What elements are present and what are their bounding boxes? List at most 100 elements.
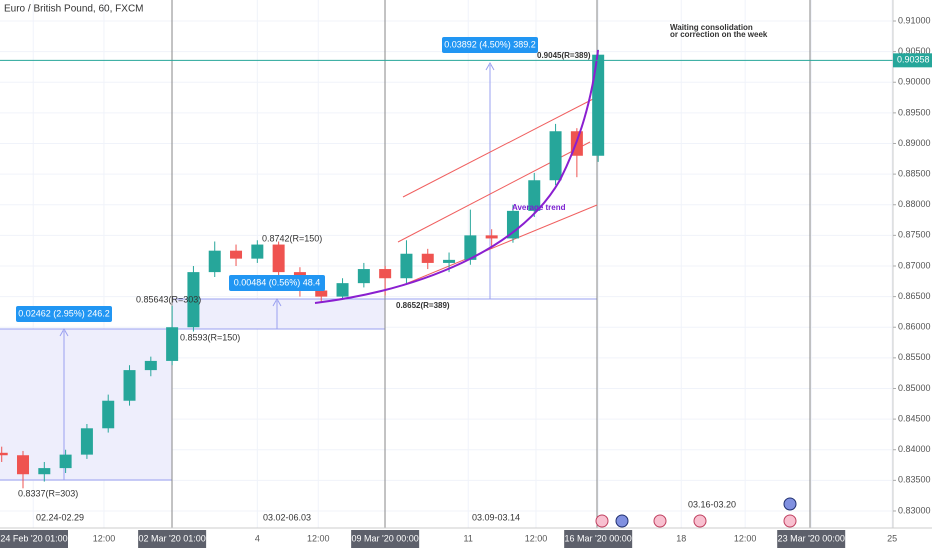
event-icon [653, 514, 667, 528]
annotation: 0.8652(R=389) [396, 301, 450, 310]
event-icons [595, 497, 797, 528]
candle-body [485, 235, 498, 239]
y-tick-label: 0.83500 [898, 475, 931, 485]
range-zone [0, 329, 172, 480]
candle-body [592, 54, 605, 156]
annotation: 0.8593(R=150) [180, 332, 240, 342]
x-tick-label: 09 Mar '20 00:00 [352, 533, 419, 543]
y-tick-label: 0.87500 [898, 230, 931, 240]
event-icon [693, 514, 707, 528]
price-label: 0.90358 [897, 55, 930, 65]
week-label: 03.02-06.03 [263, 512, 311, 522]
channel-line [402, 96, 598, 198]
candle-body [38, 468, 51, 475]
annotation: 0.9045(R=389) [537, 51, 591, 60]
event-icon [783, 497, 797, 511]
y-tick-label: 0.84500 [898, 413, 931, 423]
candle-body [208, 250, 221, 273]
candle-body [315, 290, 328, 297]
annotation: or correction on the week [670, 30, 768, 39]
y-tick-label: 0.88000 [898, 199, 931, 209]
x-tick-label: 18 [676, 533, 686, 543]
measure-box [16, 306, 112, 322]
x-tick-label: 12:00 [93, 533, 116, 543]
y-tick-label: 0.89500 [898, 107, 931, 117]
event-icon [783, 514, 797, 528]
candle-body [187, 272, 200, 328]
candle-body [528, 180, 541, 211]
y-tick-label: 0.85500 [898, 352, 931, 362]
range-zone [172, 299, 385, 329]
y-tick-label: 0.84000 [898, 444, 931, 454]
annotation: Average trend [512, 203, 566, 212]
x-tick-label: 12:00 [525, 533, 548, 543]
x-tick-box [777, 530, 846, 548]
channel-line [402, 204, 598, 286]
measure-label: 0.00484 (0.56%) 48.4 [234, 277, 321, 287]
y-tick-label: 0.89000 [898, 138, 931, 148]
candle-body [400, 253, 413, 279]
candle-body [80, 428, 93, 455]
candle-body [379, 269, 392, 279]
annotation: 0.8742(R=150) [262, 233, 322, 243]
x-tick-label: 24 Feb '20 01:00 [0, 533, 67, 543]
measure-label: 0.03892 (4.50%) 389.2 [444, 39, 536, 49]
candle-body [421, 253, 434, 263]
x-tick-label: 02 Mar '20 01:00 [138, 533, 205, 543]
candle-body [59, 454, 72, 469]
annotation: Waiting consolidation [670, 23, 753, 32]
chart-title: Euro / British Pound, 60, FXCM [4, 4, 144, 15]
arrow-head [272, 297, 282, 307]
arrow-head [485, 61, 495, 71]
candle-body [464, 235, 477, 260]
candle-body [336, 283, 349, 297]
week-label: 03.09-03.14 [472, 512, 520, 522]
candle-body [17, 455, 30, 475]
candle-body [166, 327, 179, 361]
y-tick-label: 0.86000 [898, 322, 931, 332]
candle-body [0, 452, 8, 456]
y-tick-label: 0.83000 [898, 505, 931, 515]
x-tick-label: 16 Mar '20 00:00 [565, 533, 632, 543]
axes: 0.83000 0.83500 0.84000 0.84500 0.85000 0.855… [0, 15, 932, 548]
annotation: 0.85643(R=303) [136, 294, 201, 304]
candle-body [443, 259, 456, 263]
measure-box [442, 37, 538, 53]
measure-box [229, 275, 325, 291]
candle-body [123, 370, 136, 401]
price-axis [893, 0, 932, 550]
x-tick-box [351, 530, 420, 548]
x-tick-label: 25 [887, 533, 897, 543]
trend-curve [314, 49, 599, 304]
candle-body [102, 400, 115, 429]
x-tick-label: 23 Mar '20 00:00 [778, 533, 845, 543]
x-tick-label: 12:00 [734, 533, 757, 543]
x-tick-label: 4 [255, 533, 260, 543]
x-tick-label: 12:00 [307, 533, 330, 543]
week-label: 03.16-03.20 [688, 499, 736, 509]
price-box [893, 53, 932, 68]
y-tick-label: 0.87000 [898, 260, 931, 270]
y-tick-label: 0.86500 [898, 291, 931, 301]
candle-body [549, 131, 562, 181]
overlays: 0.02462 (2.95%) 246.2 0.00484 (0.56%) 48.… [0, 23, 893, 522]
annotation: 0.8337(R=303) [18, 488, 78, 498]
y-tick-label: 0.90500 [898, 46, 931, 56]
x-tick-label: 11 [464, 533, 473, 543]
candle-body [251, 244, 264, 259]
candle-body [144, 360, 157, 371]
y-tick-label: 0.91000 [898, 15, 931, 25]
week-label: 02.24-02.29 [36, 512, 84, 522]
event-icon [615, 514, 629, 528]
y-tick-label: 0.90000 [898, 77, 931, 87]
y-tick-label: 0.88500 [898, 168, 931, 178]
x-tick-box [0, 530, 68, 548]
arrow-head [59, 327, 69, 337]
y-tick-label: 0.85000 [898, 383, 931, 393]
candle-body [357, 269, 370, 284]
candle-body [230, 250, 243, 259]
x-tick-box [138, 530, 207, 548]
measure-label: 0.02462 (2.95%) 246.2 [18, 308, 110, 318]
candle-body [506, 210, 519, 239]
